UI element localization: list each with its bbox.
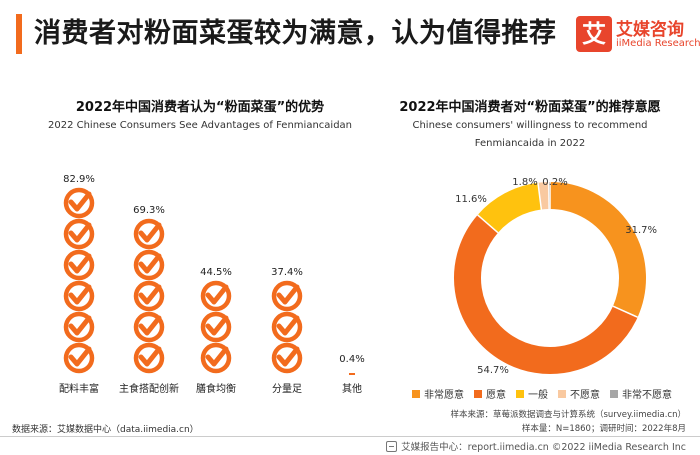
donut-value-label: 54.7% bbox=[477, 365, 509, 376]
bar-category-label: 其他 bbox=[342, 382, 362, 395]
bar-5: 0.4% 其他 bbox=[339, 354, 364, 395]
title-accent-bar bbox=[16, 14, 22, 54]
check-circle-icon bbox=[63, 311, 95, 343]
check-circle-icon bbox=[133, 249, 165, 281]
legend-swatch bbox=[516, 389, 524, 398]
donut-chart-subtitle-line2: Fenmiancaida in 2022 bbox=[474, 138, 586, 149]
footer-divider bbox=[0, 436, 700, 437]
bar-mark-tiny bbox=[349, 373, 355, 375]
check-circle-icon bbox=[133, 311, 165, 343]
legend-item: 非常愿意 bbox=[412, 386, 464, 401]
donut-legend: 非常愿意 愿意 一般 不愿意 非常不愿意 bbox=[412, 386, 672, 401]
donut-slice-1 bbox=[549, 182, 646, 318]
bar-chart-subtitle: 2022 Chinese Consumers See Advantages of… bbox=[47, 120, 353, 131]
bar-value-label: 37.4% bbox=[271, 267, 303, 278]
check-circle-icon bbox=[200, 280, 232, 312]
check-circle-icon bbox=[133, 218, 165, 250]
brand-name-en: iiMedia Research bbox=[616, 38, 700, 49]
legend-label: 非常不愿意 bbox=[622, 390, 672, 401]
check-circle-icon bbox=[271, 280, 303, 312]
check-circle-icon bbox=[63, 187, 95, 219]
legend-item: 不愿意 bbox=[558, 386, 600, 401]
advantages-bar-chart: 82.9% 配料丰富 69.3% 主食搭配创新 44.5% 膳食均衡 37.4% 分量足 0.4… bbox=[59, 174, 365, 395]
check-circle-icon bbox=[271, 342, 303, 374]
legend-label: 愿意 bbox=[486, 390, 506, 401]
legend-swatch bbox=[610, 389, 618, 398]
bar-category-label: 膳食均衡 bbox=[196, 382, 236, 395]
check-circle-icon bbox=[63, 218, 95, 250]
bar-chart-title: 2022年中国消费者认为“粉面菜蛋”的优势 bbox=[75, 100, 325, 115]
check-circle-icon bbox=[133, 280, 165, 312]
legend-label: 不愿意 bbox=[570, 390, 600, 401]
donut-chart-title: 2022年中国消费者对“粉面菜蛋”的推荐意愿 bbox=[399, 100, 661, 115]
bar-3: 44.5% 膳食均衡 bbox=[196, 267, 236, 395]
sample-source: 样本来源：草莓派数据调查与计算系统（survey.iimedia.cn） bbox=[450, 410, 686, 420]
bar-4: 37.4% 分量足 bbox=[271, 267, 303, 395]
legend-label: 一般 bbox=[528, 390, 548, 401]
footer-text: 艾媒报告中心：report.iimedia.cn ©2022 iiMedia R… bbox=[401, 442, 686, 453]
check-circle-icon bbox=[63, 342, 95, 374]
donut-value-label: 0.2% bbox=[542, 177, 567, 188]
footer: 艾媒报告中心：report.iimedia.cn ©2022 iiMedia R… bbox=[386, 439, 686, 453]
bar-category-label: 分量足 bbox=[272, 383, 302, 395]
donut-value-label: 31.7% bbox=[625, 225, 657, 236]
check-circle-icon bbox=[63, 280, 95, 312]
donut-slice-3 bbox=[477, 182, 542, 234]
bar-category-label: 配料丰富 bbox=[59, 382, 99, 395]
recommend-donut-chart: 31.7% 54.7% 11.6% 1.8% 0.2% bbox=[454, 177, 657, 376]
donut-chart-subtitle-line1: Chinese consumers' willingness to recomm… bbox=[412, 120, 648, 131]
check-circle-icon bbox=[200, 311, 232, 343]
donut-value-label: 1.8% bbox=[512, 177, 537, 188]
legend-label: 非常愿意 bbox=[424, 390, 464, 401]
check-circle-icon bbox=[133, 342, 165, 374]
check-circle-icon bbox=[271, 311, 303, 343]
legend-item: 非常不愿意 bbox=[610, 386, 672, 401]
check-circle-icon bbox=[200, 342, 232, 374]
legend-swatch bbox=[412, 389, 420, 398]
brand-name-cn: 艾媒咨询 bbox=[616, 20, 684, 40]
page-title: 消费者对粉面菜蛋较为满意，认为值得推荐 bbox=[34, 18, 557, 49]
donut-value-label: 11.6% bbox=[455, 194, 487, 205]
legend-swatch bbox=[558, 389, 566, 398]
bar-value-label: 69.3% bbox=[133, 205, 165, 216]
brand-logo-icon: 艾 bbox=[576, 16, 612, 52]
data-source: 数据来源：艾媒数据中心（data.iimedia.cn） bbox=[12, 425, 199, 435]
report-icon bbox=[386, 440, 398, 452]
bar-value-label: 0.4% bbox=[339, 354, 364, 365]
donut-slice-4 bbox=[537, 182, 550, 210]
bar-1: 82.9% 配料丰富 bbox=[59, 174, 99, 395]
bar-category-label: 主食搭配创新 bbox=[119, 382, 179, 395]
bar-value-label: 82.9% bbox=[63, 174, 95, 185]
sample-size: 样本量：N=1860；调研时间：2022年8月 bbox=[521, 424, 686, 434]
legend-item: 愿意 bbox=[474, 386, 506, 401]
bar-2: 69.3% 主食搭配创新 bbox=[119, 205, 179, 395]
bar-value-label: 44.5% bbox=[200, 267, 232, 278]
legend-swatch bbox=[474, 389, 482, 398]
donut-slice-2 bbox=[454, 214, 638, 374]
check-circle-icon bbox=[63, 249, 95, 281]
legend-item: 一般 bbox=[516, 386, 548, 401]
